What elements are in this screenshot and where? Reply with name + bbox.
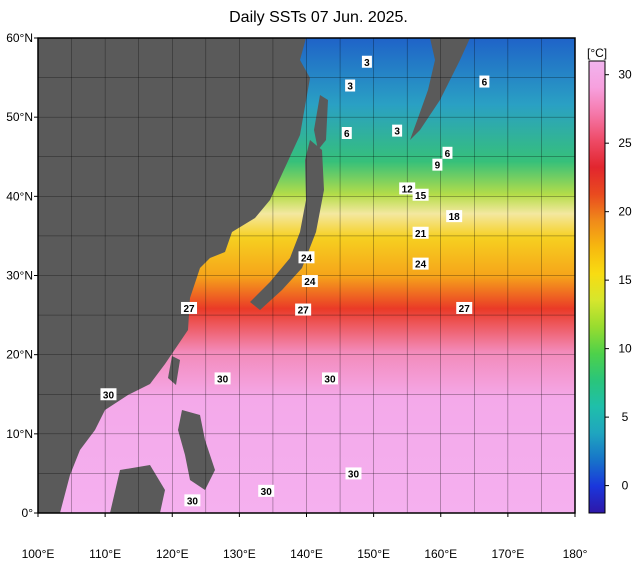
contour-label: 21 — [415, 229, 427, 240]
contour-label: 27 — [183, 304, 195, 315]
longitude-axis: 100°E 110°E 120°E 130°E 140°E 150°E 160°E 170°E… — [22, 513, 588, 561]
contour-label: 6 — [482, 78, 488, 89]
colorbar-tick-label: 30 — [618, 68, 632, 82]
colorbar-unit: [°C] — [587, 46, 607, 60]
contour-label: 24 — [304, 277, 316, 288]
colorbar-tick-label: 20 — [618, 205, 632, 219]
lon-label: 110°E — [89, 547, 121, 561]
contour-label: 12 — [402, 184, 414, 195]
contour-label-box — [412, 188, 429, 201]
contour-label-box — [341, 127, 352, 139]
lat-label: 10°N — [6, 427, 33, 441]
lat-label: 0° — [22, 506, 34, 520]
lat-label: 40°N — [6, 189, 33, 203]
lat-label: 20°N — [6, 348, 33, 362]
contour-label-box — [345, 79, 356, 92]
contour-label: 6 — [445, 149, 451, 160]
colorbar-tick-label: 25 — [618, 136, 632, 150]
contour-label: 3 — [394, 127, 400, 138]
contour-label: 3 — [364, 58, 370, 69]
contour-label-box — [181, 301, 198, 314]
contour-label-box — [399, 182, 416, 195]
colorbar-tick-label: 15 — [618, 273, 632, 287]
contour-label: 30 — [187, 496, 199, 507]
contour-label-box — [446, 210, 463, 223]
contour-label: 30 — [324, 374, 336, 385]
contour-label-box — [442, 146, 453, 159]
lat-label: 30°N — [6, 269, 33, 283]
contour-label: 30 — [348, 469, 360, 480]
lon-label: 160°E — [424, 547, 457, 561]
colorbar-tick-label: 10 — [618, 342, 632, 356]
contour-label-box — [456, 301, 473, 314]
contour-label-box — [321, 372, 338, 385]
contour-label-box — [298, 251, 315, 264]
contour-label-box — [295, 303, 312, 316]
contour-label-box — [301, 275, 318, 288]
lat-label: 50°N — [6, 110, 33, 124]
contour-label: 30 — [103, 390, 115, 401]
colorbar-gradient — [588, 60, 606, 514]
contour-label: 30 — [261, 487, 273, 498]
lon-label: 180° — [563, 547, 588, 561]
lon-label: 130°E — [223, 547, 256, 561]
contour-label: 27 — [298, 306, 310, 317]
lat-label: 60°N — [6, 31, 33, 45]
contour-label: 24 — [415, 260, 427, 271]
colorbar-tick-label: 5 — [622, 410, 629, 424]
lon-label: 170°E — [491, 547, 524, 561]
contour-label-box — [258, 484, 275, 497]
contour-label: 15 — [415, 191, 427, 202]
contour-label-box — [412, 257, 429, 270]
contour-label: 3 — [347, 82, 353, 93]
contour-label-box — [214, 372, 231, 385]
lon-label: 140°E — [290, 547, 323, 561]
colorbar-tick-label: 0 — [622, 479, 629, 493]
kamchatka-landmass — [410, 38, 470, 140]
lon-label: 100°E — [22, 547, 55, 561]
lat-lon-grid — [38, 38, 575, 513]
contour-label-box — [184, 494, 201, 507]
latitude-axis: 60°N 50°N 40°N 30°N 20°N 10°N 0° — [6, 31, 38, 520]
contour-label-box — [432, 158, 443, 171]
taiwan-island — [168, 356, 180, 385]
map-title: Daily SSTs 07 Jun. 2025. — [229, 9, 408, 26]
contour-label: 18 — [449, 212, 461, 223]
lon-label: 120°E — [156, 547, 189, 561]
colorbar: [°C] 30 25 20 15 10 5 0 — [587, 46, 632, 514]
contour-label: 27 — [459, 304, 471, 315]
contour-label-box — [412, 226, 429, 239]
contour-label-box — [100, 388, 117, 401]
contour-label-box — [479, 75, 490, 88]
contour-label: 6 — [344, 129, 350, 140]
borneo-island — [110, 465, 165, 513]
contour-label: 30 — [217, 374, 229, 385]
contour-label: 9 — [435, 161, 441, 172]
lon-label: 150°E — [357, 547, 390, 561]
sakhalin-island — [314, 95, 328, 150]
contour-label-box — [361, 55, 372, 68]
contour-label: 24 — [301, 253, 313, 264]
contour-label-box — [392, 124, 403, 137]
contour-label-box — [345, 467, 362, 480]
